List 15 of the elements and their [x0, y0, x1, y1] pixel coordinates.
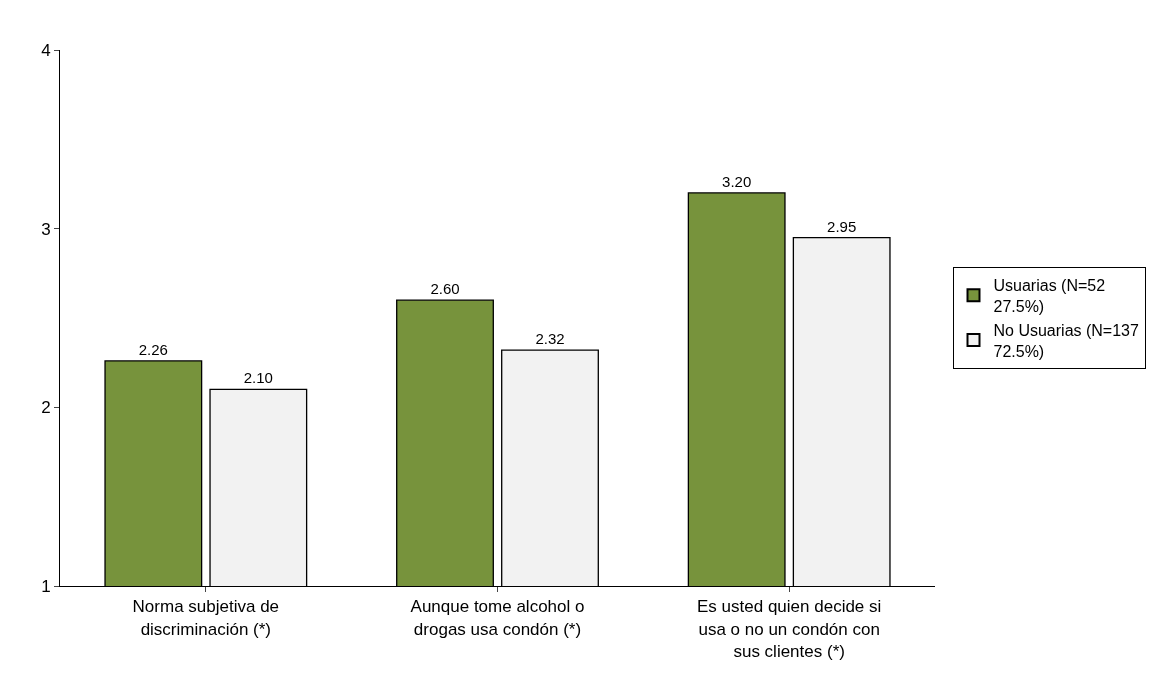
- x-tick-label: Aunque tome alcohol o drogas usa condón (*): [410, 597, 585, 639]
- data-label: 2.10: [243, 369, 273, 387]
- y-tick-label: 4: [41, 40, 51, 60]
- data-label: 2.60: [430, 280, 460, 298]
- data-label: 2.32: [535, 330, 565, 348]
- data-label: 2.26: [138, 340, 168, 358]
- x-tick-label: Norma subjetiva de discriminación (*): [132, 597, 280, 639]
- y-tick-label: 1: [41, 576, 51, 596]
- data-label: 3.20: [722, 172, 752, 190]
- legend-label: Usuarias (N=52 27.5%): [993, 277, 1106, 315]
- y-tick-label: 3: [41, 219, 51, 239]
- data-label: 2.95: [827, 217, 857, 235]
- x-tick-label: Es usted quien decide si usa o no un condón con sus clientes (*): [697, 597, 882, 661]
- y-tick-label: 2: [41, 398, 51, 418]
- legend-label: No Usuarias (N=137 72.5%): [993, 321, 1139, 360]
